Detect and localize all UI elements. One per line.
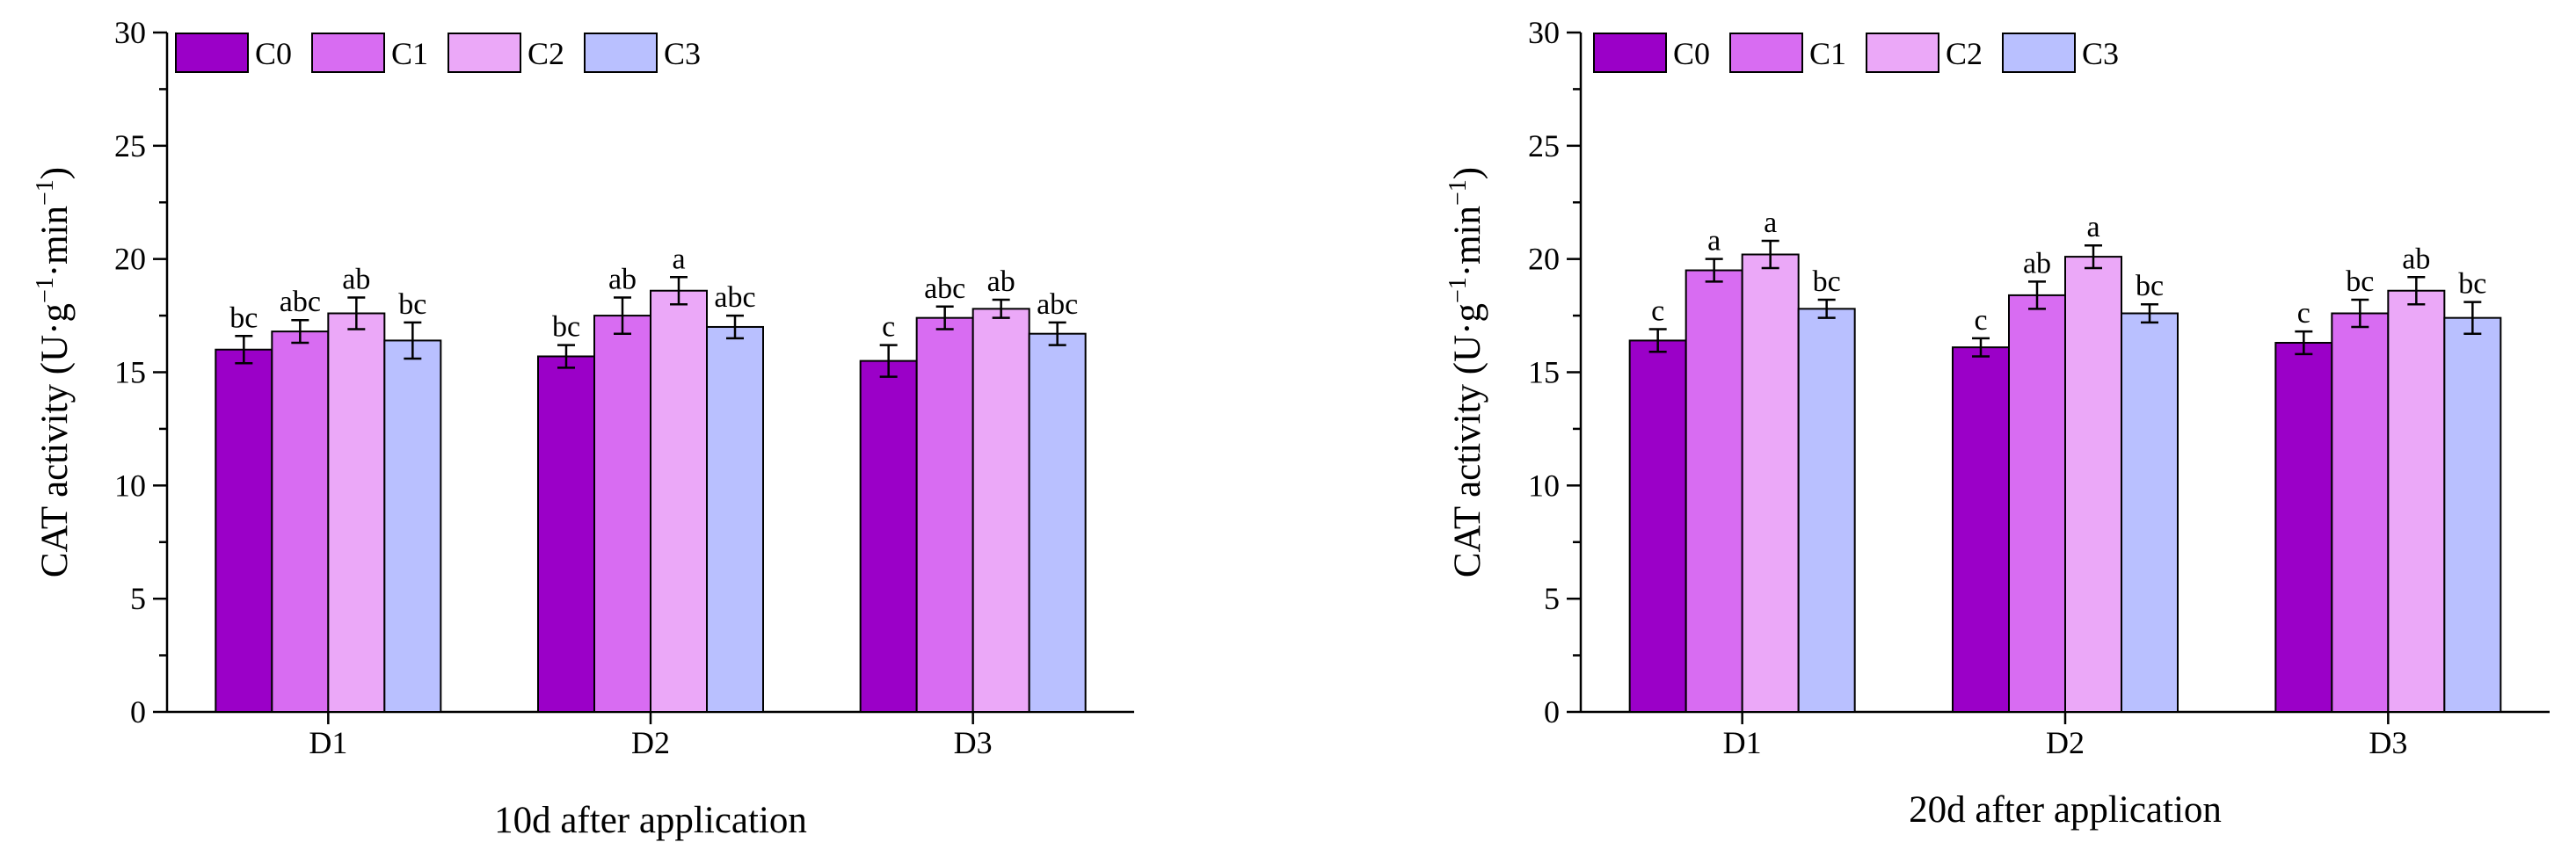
significance-label: c [1651, 295, 1664, 328]
legend-swatch-C3 [584, 33, 658, 73]
x-tick-label: D2 [2046, 725, 2085, 760]
x-axis-title: 10d after application [494, 800, 807, 841]
significance-label: abc [280, 286, 321, 318]
significance-label: c [882, 311, 895, 344]
x-tick-label: D1 [309, 725, 347, 760]
significance-label: ab [2402, 243, 2430, 275]
y-axis-label: CAT activity (U·g−1·min−1) [1444, 167, 1488, 577]
chart-panel-1: 0 5 10 15 20 25 30 CAT activity (U·g−1·min−1) D1… [32, 15, 1134, 841]
legend-label-C3: C3 [664, 36, 701, 71]
y-tick-label: 10 [114, 468, 146, 503]
y-tick-label: 20 [1528, 242, 1560, 277]
significance-label: c [1974, 304, 1987, 337]
significance-label: a [2086, 211, 2099, 243]
y-tick-label: 0 [1544, 694, 1560, 730]
legend-label-C3: C3 [2082, 36, 2119, 71]
significance-label: ab [2023, 247, 2051, 280]
y-tick-label: 5 [1544, 581, 1560, 616]
significance-label: bc [2136, 270, 2164, 302]
y-tick-label: 5 [130, 581, 146, 616]
x-axis-title: 20d after application [1909, 789, 2222, 831]
bar-C2-D3 [2387, 289, 2446, 713]
significance-label: ab [342, 263, 370, 295]
legend-label-C0: C0 [1673, 36, 1710, 71]
legend-label-C0: C0 [255, 36, 292, 71]
significance-label: a [672, 243, 685, 275]
x-tick-label: D3 [954, 725, 993, 760]
significance-label: abc [924, 272, 965, 305]
bar-C2-D2 [650, 289, 708, 713]
significance-label: a [1764, 207, 1777, 239]
bar-C0-D1 [1628, 339, 1687, 713]
bar-C1-D1 [1685, 269, 1743, 713]
bar-C1-D2 [593, 315, 651, 713]
bar-C1-D3 [2331, 312, 2390, 713]
bar-C3-D3 [2443, 316, 2502, 713]
legend-swatch-C3 [2002, 33, 2076, 73]
y-tick-label: 10 [1528, 468, 1560, 503]
x-tick-label: D2 [631, 725, 670, 760]
significance-label: bc [2346, 265, 2374, 298]
bar-C3-D1 [1797, 308, 1856, 713]
bar-C2-D1 [327, 312, 386, 713]
x-tick-label: D1 [1723, 725, 1762, 760]
significance-label: abc [714, 281, 755, 314]
y-tick-label: 15 [114, 355, 146, 390]
y-tick-label: 15 [1528, 355, 1560, 390]
bar-C2-D3 [971, 308, 1030, 713]
significance-label: bc [2458, 268, 2486, 301]
y-axis-label: CAT activity (U·g−1·min−1) [32, 167, 76, 577]
bar-C2-D1 [1741, 253, 1800, 714]
bar-C0-D3 [859, 359, 918, 713]
chart-panel-2: 0 5 10 15 20 25 30 CAT activity (U·g−1·min−1) D1… [1444, 15, 2550, 831]
significance-label: bc [1813, 265, 1841, 298]
bar-C2-D2 [2064, 256, 2122, 713]
significance-label: ab [987, 265, 1015, 298]
legend-label-C1: C1 [1809, 36, 1846, 71]
bar-C1-D2 [2008, 294, 2066, 713]
x-tick-label: D3 [2369, 725, 2407, 760]
y-tick-label: 0 [130, 694, 146, 730]
y-tick-label: 25 [114, 128, 146, 163]
bar-C1-D3 [915, 316, 974, 713]
significance-label: ab [608, 263, 637, 295]
legend-swatch-C1 [311, 33, 385, 73]
legend-swatch-C2 [448, 33, 521, 73]
bar-C0-D2 [537, 355, 595, 713]
legend-swatch-C2 [1866, 33, 1939, 73]
bar-C3-D1 [383, 339, 442, 713]
legend-swatch-C1 [1729, 33, 1803, 73]
legend-swatch-C0 [175, 33, 249, 73]
legend-swatch-C0 [1593, 33, 1667, 73]
y-tick-label: 30 [114, 15, 146, 50]
y-tick-label: 30 [1528, 15, 1560, 50]
legend-label-C2: C2 [528, 36, 564, 71]
significance-label: abc [1037, 288, 1078, 321]
bar-C0-D3 [2274, 342, 2333, 713]
y-tick-label: 25 [1528, 128, 1560, 163]
bar-C3-D2 [2121, 312, 2179, 713]
significance-label: bc [229, 301, 258, 334]
bar-C0-D1 [215, 348, 273, 713]
significance-label: c [2297, 297, 2310, 330]
legend-label-C1: C1 [391, 36, 428, 71]
bar-C1-D1 [271, 330, 330, 713]
y-tick-label: 20 [114, 242, 146, 277]
significance-label: bc [398, 288, 426, 321]
bar-C3-D2 [706, 325, 764, 713]
bar-C3-D3 [1028, 332, 1087, 713]
legend-label-C2: C2 [1946, 36, 1983, 71]
significance-label: bc [552, 311, 580, 344]
significance-label: a [1707, 225, 1721, 258]
bar-C0-D2 [1952, 346, 2010, 713]
